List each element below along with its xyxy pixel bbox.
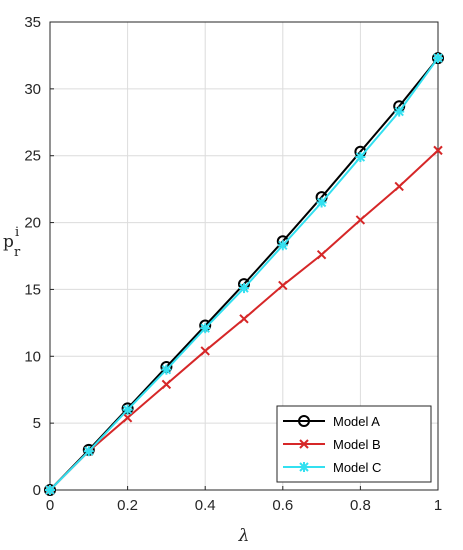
data-point — [83, 446, 94, 457]
legend-item: Model A — [283, 414, 380, 429]
x-tick-label: 0.2 — [117, 497, 138, 514]
data-point — [200, 346, 210, 356]
x-tick-label: 0 — [46, 497, 54, 514]
data-point — [316, 249, 327, 260]
legend-item: Model C — [283, 460, 381, 475]
series-layer — [44, 52, 444, 496]
legend-item: Model B — [283, 437, 381, 452]
y-tick-label: 20 — [24, 215, 41, 232]
data-point — [161, 364, 172, 375]
data-point — [239, 314, 249, 324]
data-point — [122, 404, 133, 415]
data-point — [277, 240, 288, 251]
y-tick-label: 0 — [33, 482, 41, 499]
series-2 — [45, 145, 443, 495]
data-point — [394, 181, 404, 192]
x-axis-label: λ — [238, 526, 250, 546]
legend: Model A Model B Model C — [276, 405, 432, 483]
y-tick-label: 25 — [24, 148, 41, 165]
y-tick-label: 30 — [24, 81, 41, 98]
plot-area — [49, 21, 439, 491]
legend-label: Model B — [333, 437, 381, 452]
data-point — [122, 413, 133, 423]
x-tick-label: 0.6 — [272, 497, 293, 514]
y-axis-label-sup: i — [15, 225, 19, 240]
legend-label: Model A — [333, 414, 380, 429]
series-3 — [45, 53, 443, 495]
y-axis-label: p r i — [3, 225, 21, 260]
legend-label: Model C — [333, 460, 381, 475]
data-point — [45, 485, 55, 495]
data-point — [433, 53, 443, 64]
x-tick-label: 1 — [434, 497, 442, 514]
y-axis-label-sub: r — [14, 245, 21, 260]
data-point — [355, 152, 366, 163]
data-point — [394, 106, 405, 117]
y-tick-label: 35 — [24, 14, 41, 31]
y-axis-label-base: p — [3, 232, 14, 252]
legend-marker — [299, 462, 309, 472]
data-point — [239, 283, 249, 294]
legend-marker — [299, 439, 309, 449]
data-point — [316, 197, 327, 208]
data-point — [355, 215, 366, 225]
x-tick-label: 0.8 — [350, 497, 371, 514]
data-point — [161, 379, 172, 390]
y-tick-label: 15 — [24, 281, 41, 298]
data-point — [433, 145, 443, 156]
legend-marker — [298, 415, 310, 427]
data-point — [200, 323, 211, 334]
data-point — [278, 280, 288, 291]
y-tick-label: 10 — [24, 348, 41, 365]
y-tick-label: 5 — [33, 415, 41, 432]
x-tick-label: 0.4 — [195, 497, 216, 514]
x-axis-label-text: λ — [238, 526, 250, 546]
